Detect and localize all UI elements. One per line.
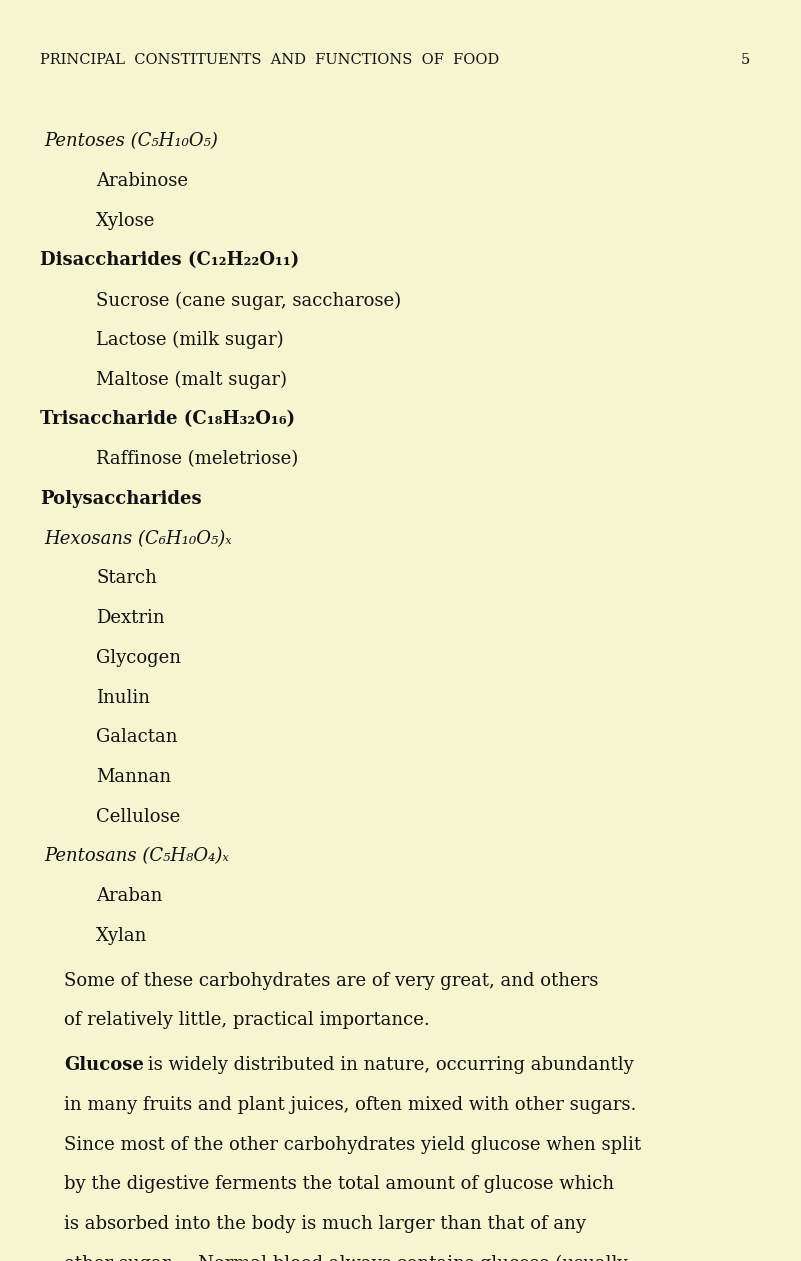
Text: of relatively little, practical importance.: of relatively little, practical importan… [64, 1011, 430, 1029]
Text: Some of these carbohydrates are of very great, and others: Some of these carbohydrates are of very … [64, 971, 598, 990]
Text: Pentoses (C₅H₁₀O₅): Pentoses (C₅H₁₀O₅) [44, 132, 218, 150]
Text: Since most of the other carbohydrates yield glucose when split: Since most of the other carbohydrates yi… [64, 1135, 642, 1154]
Text: Dextrin: Dextrin [96, 609, 165, 627]
Text: by the digestive ferments the total amount of glucose which: by the digestive ferments the total amou… [64, 1175, 614, 1193]
Text: Polysaccharides: Polysaccharides [40, 489, 202, 508]
Text: 5: 5 [741, 53, 751, 67]
Text: in many fruits and plant juices, often mixed with other sugars.: in many fruits and plant juices, often m… [64, 1096, 637, 1113]
Text: Inulin: Inulin [96, 689, 150, 706]
Text: is widely distributed in nature, occurring abundantly: is widely distributed in nature, occurri… [143, 1055, 634, 1074]
Text: Glycogen: Glycogen [96, 648, 181, 667]
Text: Mannan: Mannan [96, 768, 171, 786]
Text: Lactose (milk sugar): Lactose (milk sugar) [96, 330, 284, 349]
Text: Glucose: Glucose [64, 1055, 144, 1074]
Text: is absorbed into the body is much larger than that of any: is absorbed into the body is much larger… [64, 1214, 586, 1233]
Text: Galactan: Galactan [96, 728, 178, 747]
Text: Trisaccharide (C₁₈H₃₂O₁₆): Trisaccharide (C₁₈H₃₂O₁₆) [40, 410, 296, 429]
Text: Xylose: Xylose [96, 212, 155, 230]
Text: Cellulose: Cellulose [96, 807, 180, 826]
Text: Raffinose (meletriose): Raffinose (meletriose) [96, 450, 298, 468]
Text: Sucrose (cane sugar, saccharose): Sucrose (cane sugar, saccharose) [96, 291, 401, 309]
Text: Arabinose: Arabinose [96, 171, 188, 190]
Text: other sugar.  Normal blood always contains glucose (usually: other sugar. Normal blood always contain… [64, 1255, 627, 1261]
Text: Pentosans (C₅H₈O₄)ₓ: Pentosans (C₅H₈O₄)ₓ [44, 847, 229, 865]
Text: Araban: Araban [96, 886, 163, 905]
Text: Starch: Starch [96, 569, 157, 588]
Text: PRINCIPAL  CONSTITUENTS  AND  FUNCTIONS  OF  FOOD: PRINCIPAL CONSTITUENTS AND FUNCTIONS OF … [40, 53, 499, 67]
Text: Hexosans (C₆H₁₀O₅)ₓ: Hexosans (C₆H₁₀O₅)ₓ [44, 530, 231, 547]
Text: Disaccharides (C₁₂H₂₂O₁₁): Disaccharides (C₁₂H₂₂O₁₁) [40, 251, 300, 270]
Text: Xylan: Xylan [96, 927, 147, 944]
Text: Maltose (malt sugar): Maltose (malt sugar) [96, 371, 287, 388]
